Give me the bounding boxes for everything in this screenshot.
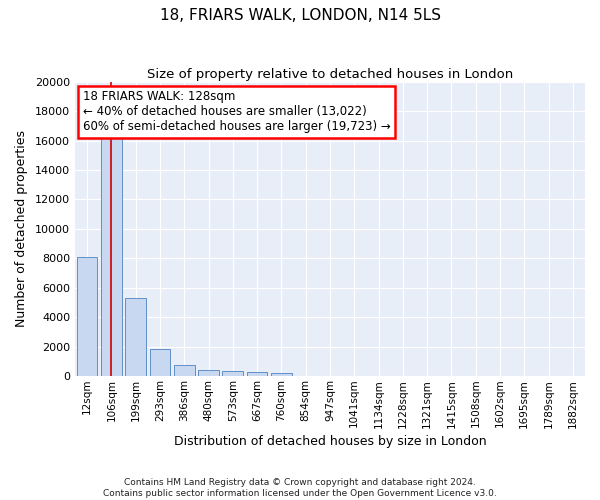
Text: Contains HM Land Registry data © Crown copyright and database right 2024.
Contai: Contains HM Land Registry data © Crown c… [103, 478, 497, 498]
Bar [223, 371, 243, 376]
Bar [101, 132, 122, 376]
Bar [77, 257, 97, 376]
X-axis label: Distribution of detached houses by size in London: Distribution of detached houses by size … [173, 434, 486, 448]
Bar [271, 373, 292, 376]
Title: Size of property relative to detached houses in London: Size of property relative to detached ho… [147, 68, 513, 80]
Bar [125, 298, 146, 376]
Bar [198, 370, 219, 376]
Bar [149, 349, 170, 376]
Bar [174, 365, 194, 376]
Bar [247, 372, 268, 376]
Text: 18, FRIARS WALK, LONDON, N14 5LS: 18, FRIARS WALK, LONDON, N14 5LS [160, 8, 440, 22]
Y-axis label: Number of detached properties: Number of detached properties [15, 130, 28, 328]
Text: 18 FRIARS WALK: 128sqm
← 40% of detached houses are smaller (13,022)
60% of semi: 18 FRIARS WALK: 128sqm ← 40% of detached… [83, 90, 391, 134]
